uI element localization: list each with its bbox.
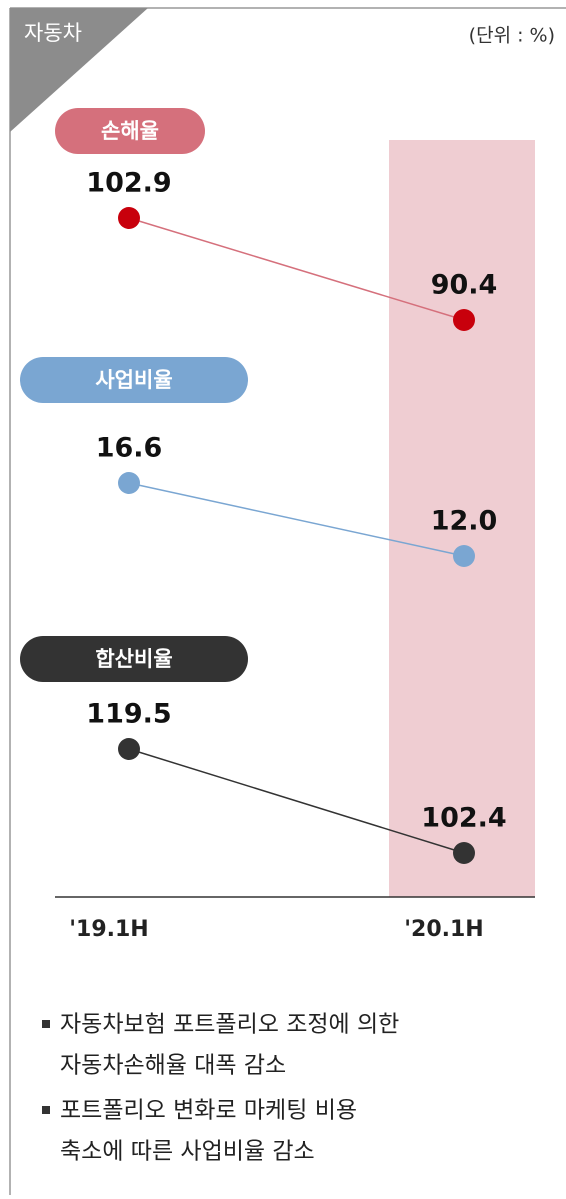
legend-label: 사업비율 (95, 368, 172, 392)
x-tick-label: '20.1H (404, 917, 483, 942)
point (453, 842, 475, 864)
note-text: 포트폴리오 변화로 마케팅 비용 (60, 1098, 357, 1124)
value-label: 102.4 (421, 803, 506, 834)
value-label: 90.4 (431, 270, 498, 301)
series-line (128, 748, 465, 854)
series-pill (20, 357, 248, 403)
point (118, 207, 140, 229)
series-line (128, 482, 465, 557)
value-label: 16.6 (96, 433, 163, 464)
bullet (42, 1106, 50, 1114)
point (453, 309, 475, 331)
series-line (128, 217, 465, 321)
tag-shape (10, 8, 148, 132)
note-text: 축소에 따른 사업비율 감소 (60, 1139, 315, 1165)
point (118, 472, 140, 494)
tag: 자동차 (24, 21, 82, 45)
series-pill (20, 636, 248, 682)
bullet (42, 1020, 50, 1028)
unit: (단위 : %) (469, 25, 555, 47)
legend-label: 손해율 (101, 119, 159, 143)
value-label: 102.9 (86, 168, 171, 199)
note-text: 자동차손해율 대폭 감소 (60, 1053, 286, 1079)
point (118, 738, 140, 760)
value-label: 119.5 (86, 699, 171, 730)
legend-label: 합산비율 (95, 647, 172, 671)
value-label: 12.0 (431, 506, 498, 537)
point (453, 545, 475, 567)
x-tick-label: '19.1H (69, 917, 148, 942)
note-text: 자동차보험 포트폴리오 조정에 의한 (60, 1012, 399, 1038)
series-pill (55, 108, 205, 154)
highlight-band (389, 140, 535, 897)
